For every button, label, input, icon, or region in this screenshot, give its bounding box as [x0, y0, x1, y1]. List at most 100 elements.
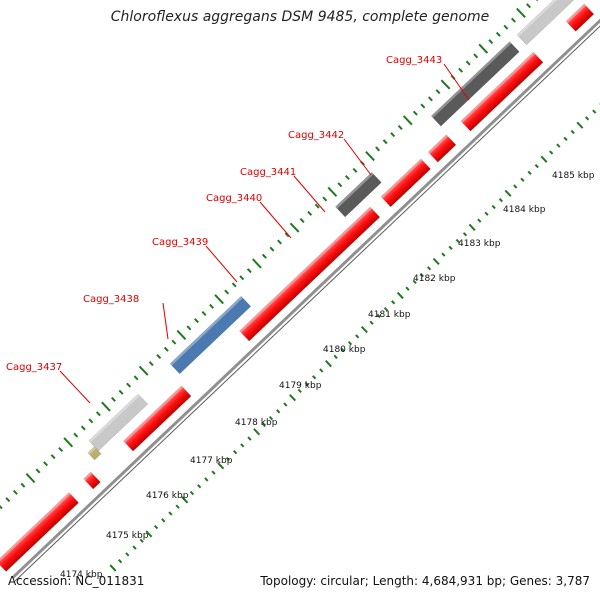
cds-arrow[interactable] — [565, 3, 595, 32]
scale-tick — [253, 428, 261, 436]
scale-tick — [365, 151, 375, 162]
scale-tick — [176, 329, 187, 341]
scale-tick — [435, 89, 441, 95]
scale-tick — [570, 129, 575, 135]
scale-tick — [80, 425, 86, 431]
scale-tick — [504, 189, 512, 197]
gene-cagg-3443-shine — [516, 0, 600, 37]
scale-tick — [556, 143, 561, 148]
callout-line — [59, 370, 91, 404]
kbp-labels: 4174 kbp 4175 kbp 4176 kbp 4177 kbp 4178 kbp… — [60, 171, 595, 580]
scale-tick — [268, 415, 274, 421]
scale-tick — [465, 60, 471, 66]
genome-backbone — [11, 18, 600, 582]
inner-scale-ticks — [109, 103, 600, 572]
scale-tick — [402, 115, 413, 126]
cds-arrow-shine — [460, 52, 536, 123]
scale-tick — [516, 7, 526, 18]
kbp-label: 4176 kbp — [146, 491, 189, 501]
gene-cagg-3443[interactable] — [516, 0, 600, 46]
kbp-label: 4183 kbp — [458, 239, 501, 249]
gene-cagg-3437[interactable] — [88, 393, 149, 452]
cds-arrow[interactable] — [427, 134, 457, 163]
scale-tick — [495, 31, 501, 37]
scale-tick — [0, 504, 3, 510]
scale-tick — [171, 339, 177, 345]
gene-label: Cagg_3440 — [206, 193, 262, 204]
scale-tick — [289, 222, 300, 233]
scale-tick — [448, 245, 453, 250]
scale-tick — [468, 223, 476, 231]
scale-tick — [383, 306, 389, 312]
gene-label: Cagg_3438 — [83, 294, 139, 305]
scale-tick — [563, 136, 568, 141]
cds-arrow[interactable] — [300, 206, 381, 283]
scale-tick — [156, 353, 162, 359]
cds-arrow-body — [380, 158, 431, 208]
scale-tick — [441, 252, 446, 257]
scale-tick — [576, 121, 584, 129]
scale-tick — [101, 401, 111, 412]
cds-arrow[interactable] — [0, 492, 79, 572]
gene-cagg-3437-shine — [88, 393, 140, 443]
gene-cagg-3440-shine — [335, 172, 374, 209]
cds-arrow-body — [427, 134, 457, 163]
scale-tick — [503, 24, 509, 30]
scale-tick — [153, 524, 159, 530]
scale-tick — [289, 394, 297, 402]
scale-tick — [246, 268, 252, 274]
cds-arrow-shine — [301, 206, 372, 275]
gene-cagg-3438[interactable] — [169, 295, 252, 375]
scale-tick — [240, 443, 245, 448]
scale-tick — [526, 3, 531, 9]
scale-tick — [478, 43, 489, 54]
scale-tick — [327, 186, 338, 197]
genome-summary-text: Topology: circular; Length: 4,684,931 bp… — [260, 574, 590, 588]
outer-scale-ticks — [0, 0, 539, 510]
cds-arrow-shine — [123, 385, 184, 443]
gene-small-olive[interactable] — [87, 446, 102, 461]
cds-arrow-body — [123, 385, 192, 452]
gene-label: Cagg_3441 — [240, 167, 296, 178]
scale-tick — [462, 232, 468, 237]
kbp-label: 4174 kbp — [60, 570, 103, 580]
scale-tick — [247, 436, 252, 441]
scale-tick — [540, 155, 548, 163]
scale-tick — [277, 239, 282, 245]
scale-tick — [25, 473, 36, 484]
scale-tick — [211, 470, 216, 475]
scale-tick — [324, 360, 332, 368]
scale-tick — [458, 67, 464, 73]
cds-arrow-shine — [381, 158, 423, 199]
callout-line — [205, 245, 238, 283]
kbp-label: 4181 kbp — [368, 310, 411, 320]
scale-tick — [337, 182, 343, 188]
gene-cagg-3440[interactable] — [335, 172, 382, 218]
scale-tick — [181, 496, 189, 504]
callout-line — [162, 302, 169, 340]
scale-tick — [426, 266, 432, 271]
scale-tick — [217, 462, 225, 470]
scale-tick — [73, 432, 79, 438]
scale-tick — [197, 484, 202, 489]
scale-tick — [391, 300, 396, 305]
cds-arrow[interactable] — [380, 158, 431, 208]
kbp-label: 4180 kbp — [323, 345, 366, 355]
scale-tick — [376, 313, 381, 319]
cds-arrow[interactable] — [123, 385, 192, 452]
cds-arrow[interactable] — [460, 51, 544, 132]
gene-features[interactable] — [0, 0, 600, 572]
gene-cagg-3442[interactable] — [430, 41, 520, 127]
scale-tick — [214, 294, 224, 305]
scale-tick — [111, 396, 116, 402]
scale-tick — [95, 411, 101, 417]
scale-tick — [420, 103, 426, 109]
scale-tick — [276, 409, 281, 414]
scale-tick — [369, 320, 374, 325]
cds-arrow-body — [0, 492, 79, 572]
scale-tick — [340, 347, 345, 353]
cds-arrow[interactable] — [83, 471, 101, 490]
scale-tick — [139, 538, 144, 543]
scale-tick — [299, 217, 305, 223]
